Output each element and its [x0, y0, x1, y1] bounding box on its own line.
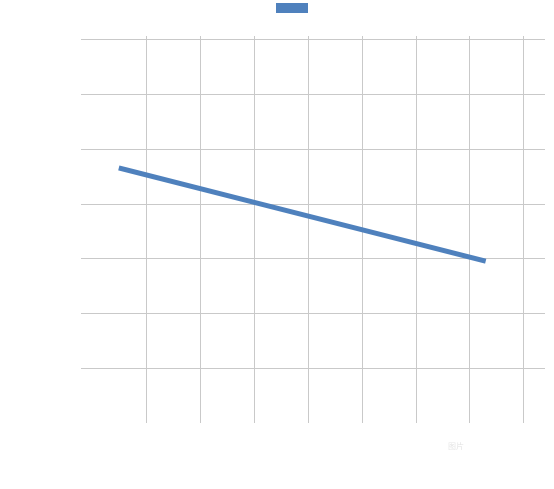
horizontal-gridlines: [81, 39, 545, 369]
vertical-gridlines: [146, 36, 524, 423]
series-line-0: [118, 165, 487, 264]
watermark-text: 图片: [448, 441, 464, 451]
legend-swatch-0: [276, 3, 308, 13]
legend: [276, 3, 308, 13]
series-layer: [118, 165, 487, 264]
